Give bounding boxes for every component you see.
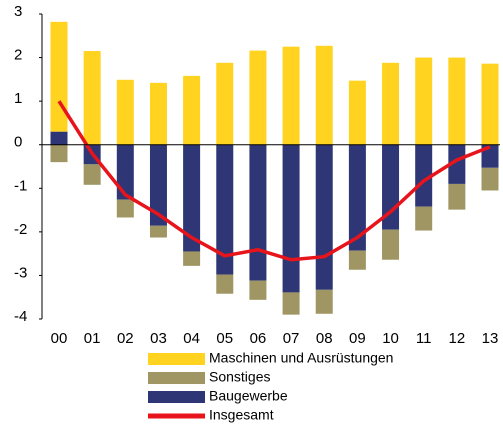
bar: [149, 225, 167, 238]
bar: [481, 144, 499, 168]
bar: [282, 144, 300, 293]
x-tick-label: 05: [216, 330, 233, 347]
bar: [382, 62, 400, 145]
bar: [216, 62, 234, 145]
bar: [183, 144, 201, 252]
y-tick-label: 3: [14, 3, 22, 20]
bar: [183, 75, 201, 145]
bar: [481, 63, 499, 145]
x-tick-label: 00: [51, 330, 68, 347]
x-tick-label: 03: [150, 330, 167, 347]
bar: [415, 206, 433, 231]
y-tick-label: 1: [14, 90, 22, 107]
bar: [50, 144, 68, 163]
bar: [116, 144, 134, 200]
bar: [50, 131, 68, 145]
bar: [116, 79, 134, 145]
bar: [282, 292, 300, 315]
y-tick-label: -1: [14, 177, 27, 194]
bar: [448, 144, 466, 184]
bar: [216, 144, 234, 275]
bar: [149, 144, 167, 226]
x-tick-label: 04: [183, 330, 200, 347]
bar: [50, 21, 68, 132]
bar: [382, 229, 400, 260]
x-tick-label: 13: [482, 330, 499, 347]
bar: [315, 289, 333, 314]
legend-label: Baugewerbe: [209, 388, 288, 404]
legend-swatch: [148, 353, 205, 365]
bar: [116, 199, 134, 218]
bar: [249, 144, 267, 281]
x-tick-label: 01: [84, 330, 101, 347]
bar: [348, 250, 366, 270]
bar: [448, 57, 466, 145]
y-tick-label: -4: [14, 308, 27, 325]
bar: [315, 45, 333, 145]
x-tick-label: 02: [117, 330, 134, 347]
bar: [149, 82, 167, 145]
x-tick-label: 06: [250, 330, 267, 347]
x-tick-label: 08: [316, 330, 333, 347]
bar: [183, 251, 201, 266]
legend-label: Maschinen und Ausrüstungen: [209, 350, 393, 366]
y-tick-label: -3: [14, 264, 27, 281]
bar: [448, 183, 466, 210]
bar: [83, 51, 101, 145]
x-tick-label: 10: [382, 330, 399, 347]
legend-swatch: [148, 391, 205, 403]
y-tick-label: -2: [14, 221, 27, 238]
x-tick-label: 07: [283, 330, 300, 347]
y-tick-label: 2: [14, 47, 22, 64]
legend: Maschinen und Ausrüstungen Sonstiges Bauge…: [148, 350, 393, 423]
bar: [415, 144, 433, 207]
bar: [249, 280, 267, 300]
legend-swatch: [148, 413, 205, 419]
x-tick-label: 11: [416, 330, 432, 347]
bar: [348, 144, 366, 251]
x-tick-label: 09: [349, 330, 366, 347]
line: [57, 100, 491, 262]
legend-label: Insgesamt: [209, 407, 274, 423]
legend-label: Sonstiges: [209, 369, 270, 385]
bar: [83, 164, 101, 185]
legend-swatch: [148, 372, 205, 384]
bar: [315, 144, 333, 290]
bar: [481, 167, 499, 191]
bar: [216, 274, 234, 294]
bar: [348, 80, 366, 145]
bar: [282, 46, 300, 145]
y-tick-label: 0: [14, 134, 22, 151]
bar: [415, 57, 433, 145]
x-tick-label: 12: [449, 330, 466, 347]
bar: [249, 50, 267, 145]
